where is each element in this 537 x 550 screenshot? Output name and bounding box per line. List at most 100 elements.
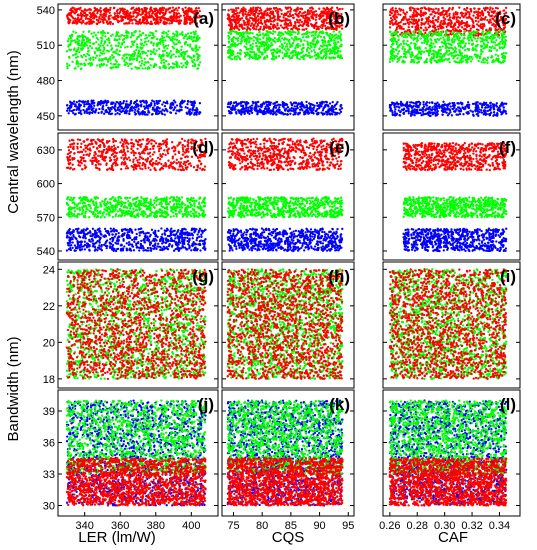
point bbox=[341, 7, 344, 11]
point bbox=[457, 44, 460, 48]
point bbox=[287, 33, 290, 36]
point bbox=[426, 39, 430, 43]
point bbox=[163, 22, 166, 26]
point bbox=[143, 41, 146, 44]
point bbox=[278, 103, 282, 107]
point bbox=[167, 30, 170, 33]
point bbox=[87, 8, 90, 11]
point bbox=[432, 42, 435, 45]
point bbox=[145, 43, 148, 46]
point bbox=[118, 37, 121, 41]
point bbox=[324, 100, 328, 103]
point bbox=[154, 64, 157, 67]
point bbox=[73, 47, 76, 50]
point bbox=[253, 54, 256, 57]
point bbox=[228, 111, 232, 114]
point bbox=[404, 51, 408, 54]
point bbox=[69, 48, 73, 52]
point bbox=[125, 112, 128, 115]
point bbox=[186, 103, 189, 106]
point bbox=[403, 47, 406, 51]
point bbox=[494, 27, 497, 31]
point bbox=[266, 44, 269, 48]
point bbox=[282, 38, 286, 41]
point bbox=[115, 48, 119, 51]
point bbox=[260, 105, 263, 109]
point bbox=[325, 53, 328, 56]
point bbox=[79, 67, 83, 70]
point bbox=[139, 13, 143, 16]
point bbox=[113, 51, 117, 54]
point bbox=[173, 43, 176, 46]
point bbox=[303, 19, 306, 22]
point bbox=[504, 52, 508, 55]
point bbox=[143, 22, 146, 25]
point bbox=[67, 19, 70, 23]
point bbox=[196, 56, 199, 59]
point bbox=[263, 49, 266, 52]
point bbox=[435, 54, 439, 57]
point bbox=[399, 33, 402, 36]
point bbox=[70, 7, 73, 10]
point bbox=[134, 22, 138, 25]
point bbox=[164, 31, 168, 35]
point bbox=[88, 103, 92, 106]
point bbox=[294, 53, 297, 57]
point bbox=[422, 100, 425, 104]
point bbox=[446, 114, 450, 117]
point bbox=[132, 6, 135, 9]
scatter-points bbox=[226, 6, 344, 116]
point bbox=[182, 37, 185, 40]
point bbox=[478, 7, 481, 11]
point bbox=[133, 50, 136, 53]
point bbox=[329, 57, 332, 60]
point bbox=[315, 42, 318, 45]
point bbox=[156, 10, 160, 13]
point bbox=[469, 29, 472, 32]
point bbox=[232, 18, 235, 21]
point bbox=[461, 60, 464, 63]
point bbox=[315, 28, 318, 31]
point bbox=[258, 45, 262, 48]
point bbox=[443, 42, 446, 45]
point bbox=[308, 56, 311, 59]
point bbox=[269, 10, 273, 14]
point bbox=[476, 13, 479, 16]
point bbox=[492, 36, 495, 39]
point bbox=[324, 41, 327, 44]
point bbox=[497, 58, 500, 61]
point bbox=[136, 46, 139, 49]
point bbox=[196, 12, 199, 15]
point bbox=[308, 47, 312, 50]
point bbox=[252, 35, 256, 39]
point bbox=[457, 38, 460, 41]
point bbox=[482, 57, 486, 60]
point bbox=[425, 29, 428, 32]
point bbox=[315, 15, 318, 19]
point bbox=[397, 44, 400, 48]
point bbox=[228, 106, 231, 109]
point bbox=[68, 56, 71, 59]
point bbox=[257, 54, 261, 57]
point bbox=[154, 52, 157, 55]
point bbox=[325, 17, 329, 20]
point bbox=[123, 60, 126, 63]
point bbox=[254, 28, 258, 31]
point bbox=[292, 102, 295, 105]
point bbox=[167, 63, 170, 66]
point bbox=[340, 107, 344, 110]
point bbox=[406, 39, 409, 43]
point bbox=[339, 16, 342, 19]
point bbox=[281, 44, 285, 48]
point bbox=[437, 28, 440, 31]
point bbox=[167, 44, 170, 47]
point bbox=[149, 52, 153, 56]
point bbox=[436, 25, 439, 28]
point bbox=[177, 50, 180, 54]
point bbox=[420, 18, 423, 22]
point bbox=[339, 54, 342, 57]
point bbox=[88, 38, 92, 42]
point bbox=[410, 42, 413, 45]
point bbox=[93, 104, 96, 107]
point bbox=[289, 9, 292, 13]
